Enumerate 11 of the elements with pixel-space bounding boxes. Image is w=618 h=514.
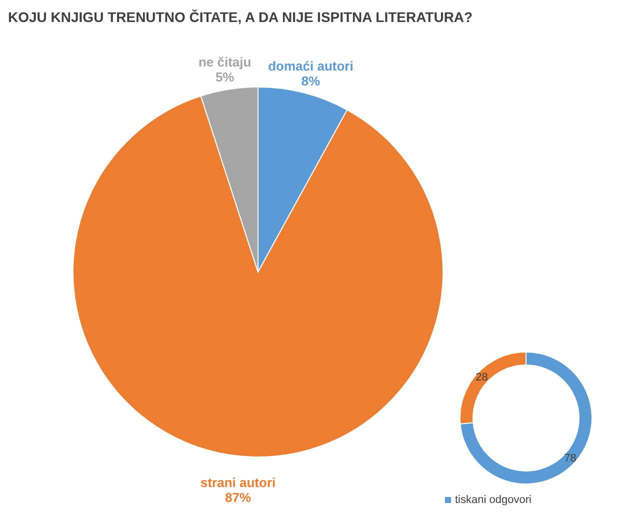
slice-label: ne čitaju	[198, 54, 252, 70]
data-label: 78	[564, 452, 576, 464]
data-label: 5%	[215, 70, 235, 85]
legend-label: tiskani odgovori	[455, 494, 532, 506]
data-label: 8%	[301, 74, 321, 89]
data-label: 28	[476, 372, 488, 384]
slice-label: domaći autori	[268, 58, 354, 74]
chart-title: KOJU KNJIGU TRENUTNO ČITATE, A DA NIJE ISPITNA LITERATURA?	[8, 9, 473, 25]
data-label: 87%	[225, 490, 252, 506]
slice-label: strani autori	[200, 475, 276, 490]
donut-slice	[460, 352, 592, 484]
